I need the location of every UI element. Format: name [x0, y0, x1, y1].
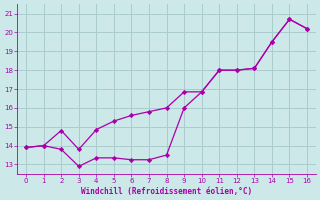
X-axis label: Windchill (Refroidissement éolien,°C): Windchill (Refroidissement éolien,°C) [81, 187, 252, 196]
